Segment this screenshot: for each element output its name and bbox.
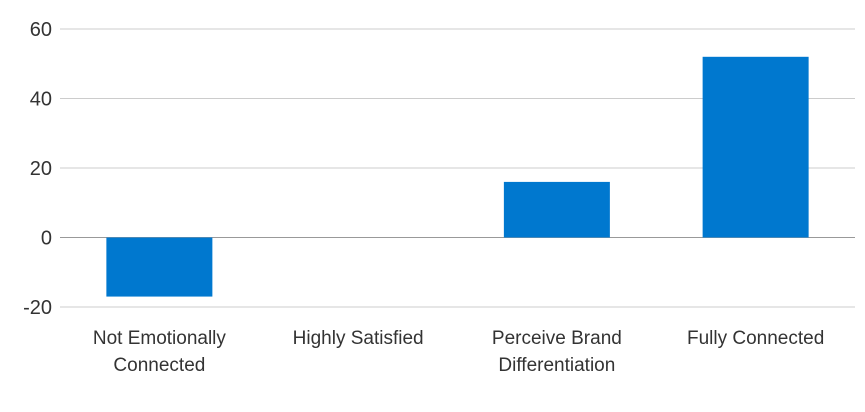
y-tick-label: 20 [30,158,52,180]
bar [503,181,610,238]
y-tick-label: -20 [23,297,52,319]
x-tick-label: Connected [113,355,205,376]
x-tick-label: Highly Satisfied [293,328,424,349]
bar [106,237,213,297]
x-tick-label: Fully Connected [687,328,824,349]
x-tick-label: Not Emotionally [93,328,227,349]
x-tick-label: Perceive Brand [492,328,622,349]
y-tick-label: 60 [30,19,52,41]
x-tick-label: Differentiation [498,355,615,376]
y-tick-label: 40 [30,89,52,111]
bar [702,56,809,238]
y-tick-label: 0 [41,228,52,250]
